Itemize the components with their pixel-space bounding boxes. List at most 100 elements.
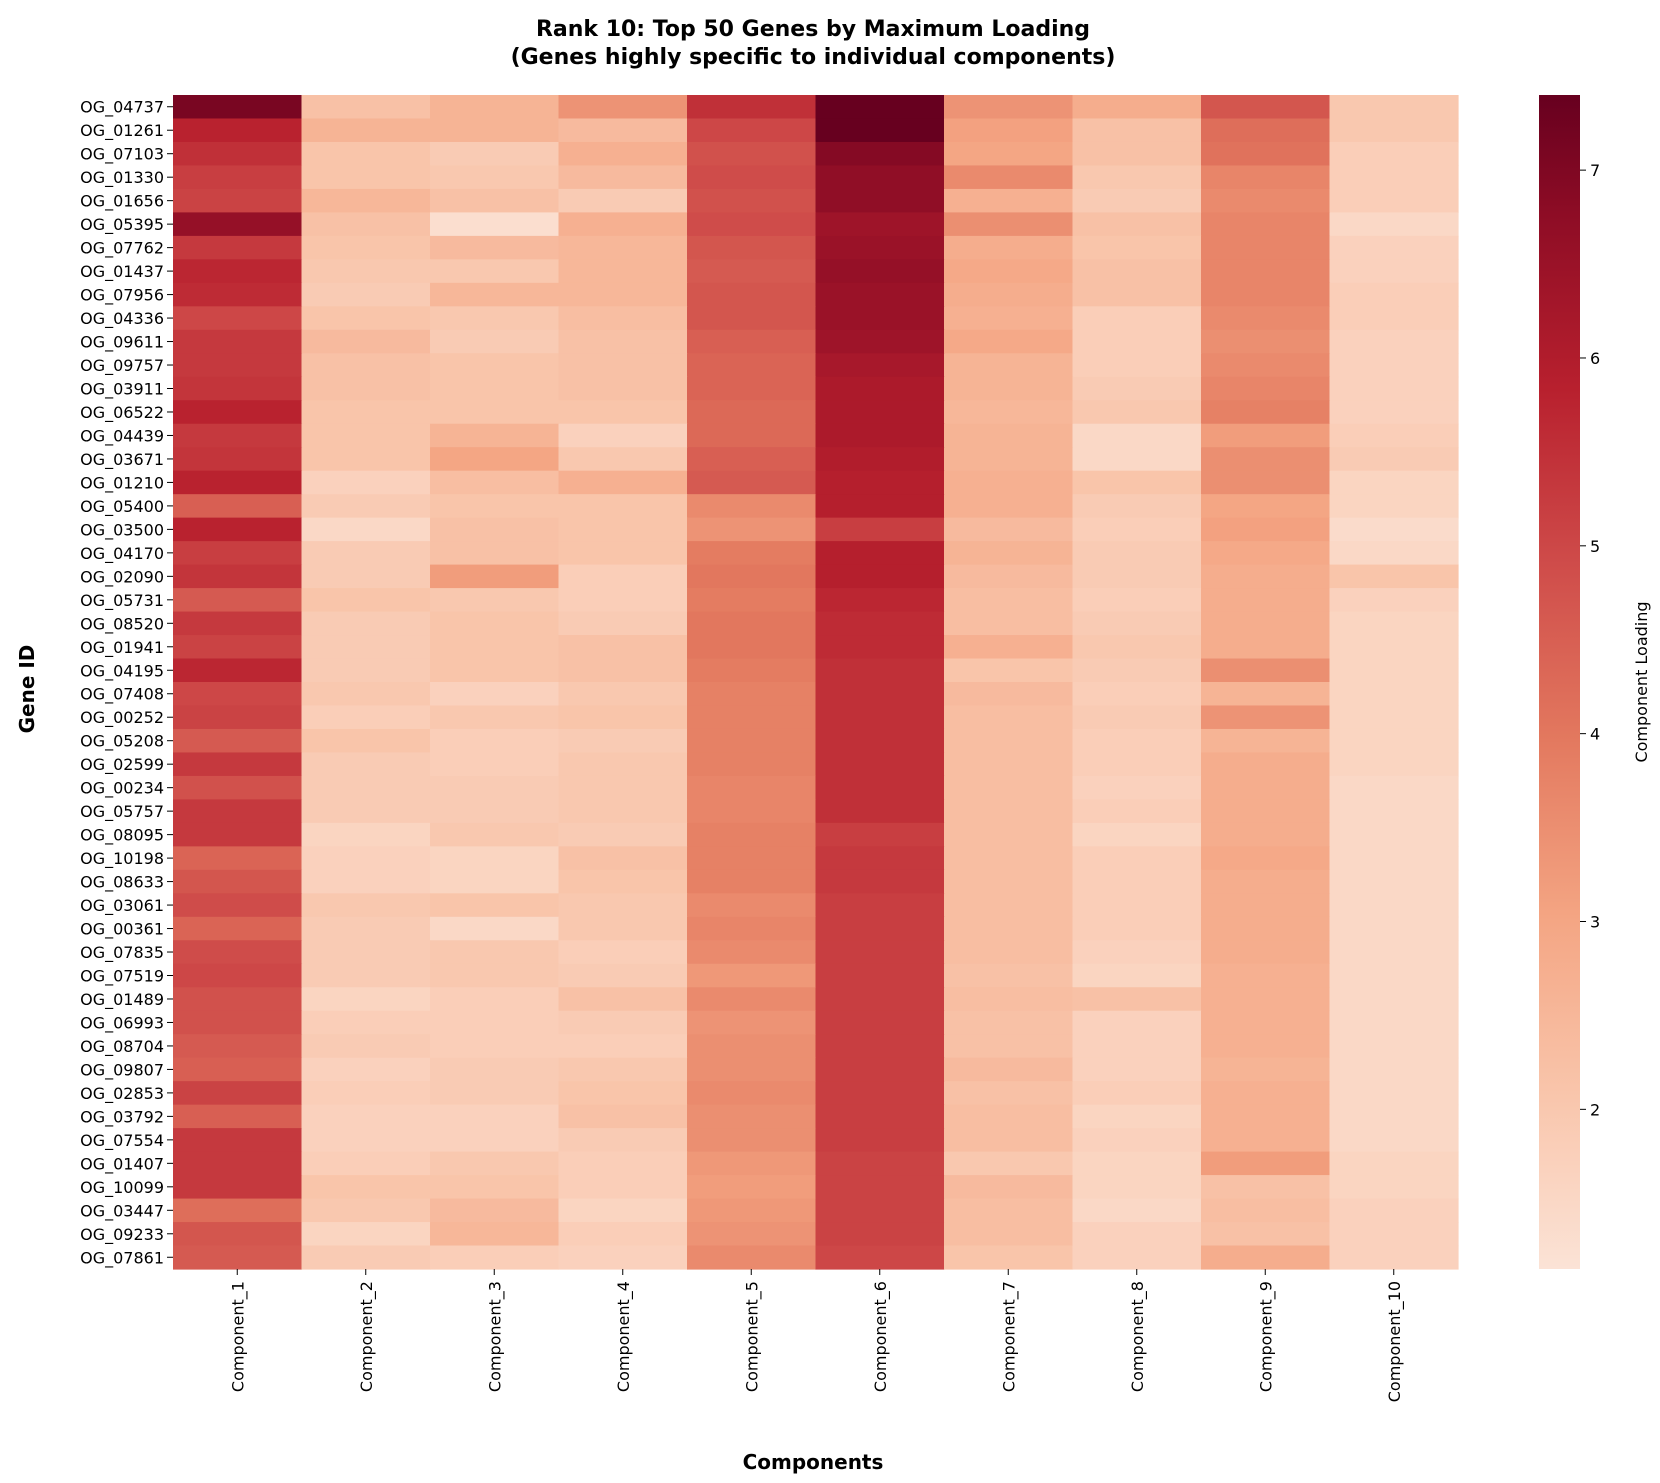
heatmap-cell (1072, 141, 1202, 167)
heatmap-cell (301, 400, 431, 425)
heatmap-cell (815, 893, 945, 918)
heatmap-cell (173, 141, 303, 167)
heatmap-cell (430, 564, 560, 589)
x-tick-label: Component_6 (871, 1281, 891, 1392)
heatmap-cell (1329, 517, 1459, 542)
heatmap-cell (815, 282, 945, 307)
heatmap-cell (558, 611, 688, 636)
heatmap-cell (687, 869, 817, 894)
heatmap-cell (944, 329, 1074, 354)
heatmap-cell (1072, 329, 1202, 354)
heatmap-cell (1201, 282, 1331, 307)
heatmap-cell (944, 611, 1074, 636)
heatmap-cell (558, 517, 688, 542)
heatmap-cell (1201, 1198, 1331, 1223)
y-tick-label: OG_07861 (80, 1248, 164, 1268)
heatmap-cell (1072, 165, 1202, 190)
heatmap-cell (1072, 588, 1202, 613)
heatmap-cell (687, 1010, 817, 1035)
heatmap-cell (944, 165, 1074, 190)
heatmap-cell (301, 1222, 431, 1247)
y-tick-label: OG_03792 (80, 1107, 164, 1127)
heatmap-cell (430, 869, 560, 894)
heatmap-cell (430, 188, 560, 213)
heatmap-cell (1201, 963, 1331, 988)
heatmap-cell (944, 1222, 1074, 1247)
heatmap-cell (173, 658, 303, 683)
heatmap-cell (301, 940, 431, 965)
heatmap-cell (1201, 118, 1331, 143)
heatmap-cell (558, 212, 688, 237)
heatmap-cell (430, 940, 560, 965)
heatmap-cell (430, 611, 560, 636)
heatmap-cell (1329, 1010, 1459, 1035)
heatmap-cell (815, 635, 945, 660)
heatmap-cell (687, 376, 817, 401)
heatmap-cell (430, 259, 560, 284)
y-tick-label: OG_04439 (80, 426, 164, 446)
heatmap-cell (1072, 423, 1202, 448)
heatmap-cell (1201, 1057, 1331, 1082)
heatmap-cell (944, 517, 1074, 542)
heatmap-cell (1201, 423, 1331, 448)
heatmap-cell (173, 235, 303, 260)
heatmap-cell (1201, 893, 1331, 918)
heatmap-cell (558, 775, 688, 800)
y-tick-label: OG_05731 (80, 591, 164, 611)
heatmap-cell (301, 376, 431, 401)
heatmap-cell (944, 1034, 1074, 1059)
heatmap-cell (430, 893, 560, 918)
heatmap-cell (815, 353, 945, 378)
heatmap-cell (1201, 517, 1331, 542)
colorbar (1539, 95, 1580, 1269)
heatmap-cell (173, 306, 303, 331)
heatmap-cell (944, 1151, 1074, 1176)
heatmap-cell (1072, 635, 1202, 660)
heatmap-cell (1201, 705, 1331, 730)
heatmap-cell (558, 1175, 688, 1200)
heatmap-cell (687, 940, 817, 965)
heatmap-cell (944, 1010, 1074, 1035)
heatmap-cell (558, 1222, 688, 1247)
heatmap-cell (1329, 588, 1459, 613)
heatmap-cell (1329, 987, 1459, 1012)
heatmap-cell (1329, 775, 1459, 800)
heatmap-cell (558, 1128, 688, 1153)
heatmap-cell (1329, 752, 1459, 777)
heatmap-cell (1072, 916, 1202, 941)
x-tick-label: Component_2 (357, 1281, 377, 1392)
colorbar-tick-label: 7 (1590, 161, 1600, 180)
heatmap-cell (558, 987, 688, 1012)
y-tick-label: OG_02090 (80, 567, 164, 587)
heatmap-cell (173, 1151, 303, 1176)
heatmap-cell (687, 658, 817, 683)
heatmap-cell (301, 916, 431, 941)
heatmap-cell (1329, 705, 1459, 730)
heatmap-cell (944, 494, 1074, 519)
heatmap-cell (1072, 822, 1202, 847)
heatmap-cell (173, 846, 303, 871)
heatmap-cell (1329, 893, 1459, 918)
heatmap-cell (301, 141, 431, 167)
heatmap-cell (1329, 564, 1459, 589)
heatmap-cell (1329, 1198, 1459, 1223)
heatmap-cell (301, 1198, 431, 1223)
y-tick-label: OG_05395 (80, 215, 164, 235)
heatmap-cell (558, 235, 688, 260)
heatmap-cell (815, 376, 945, 401)
heatmap-cell (1201, 1081, 1331, 1106)
y-tick-label: OG_03447 (80, 1201, 164, 1221)
heatmap-cell (558, 329, 688, 354)
heatmap-cell (301, 353, 431, 378)
heatmap-cell (301, 1245, 431, 1270)
heatmap-cell (1201, 564, 1331, 589)
heatmap-cell (301, 1081, 431, 1106)
y-tick-label: OG_07408 (80, 685, 164, 705)
heatmap-cell (1329, 1057, 1459, 1082)
heatmap-cell (1201, 353, 1331, 378)
y-tick-label: OG_06993 (80, 1013, 164, 1033)
heatmap-cell (687, 1222, 817, 1247)
heatmap-cell (1329, 541, 1459, 566)
heatmap-cell (1201, 141, 1331, 167)
